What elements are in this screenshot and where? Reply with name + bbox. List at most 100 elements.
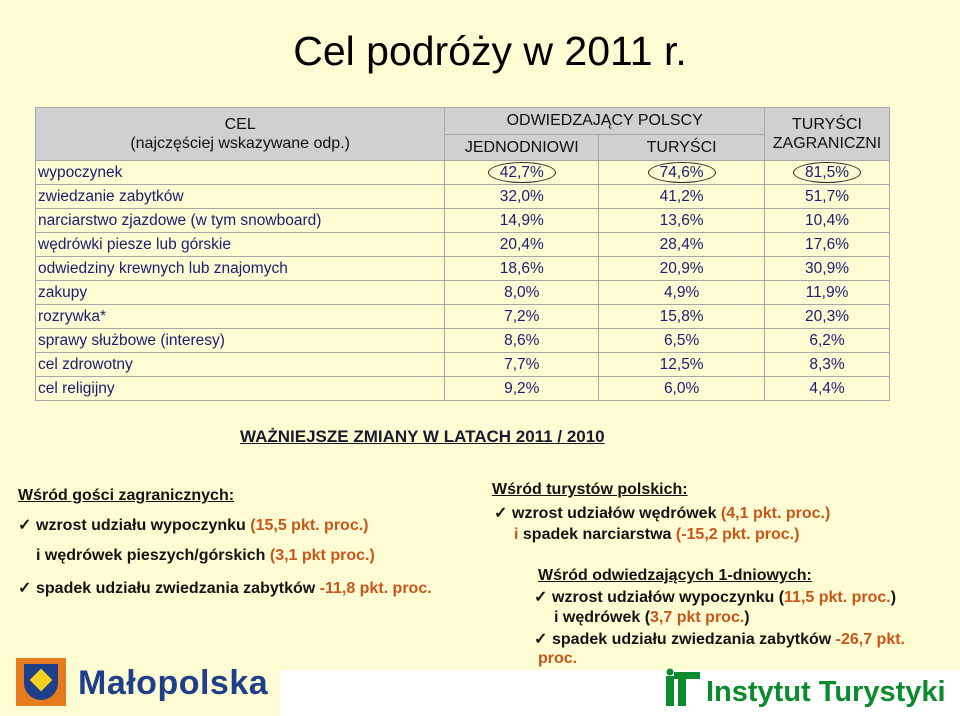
check-icon: ✓ <box>18 580 32 597</box>
malopolska-logo-text: Małopolska <box>78 664 269 702</box>
item-value: 3,7 pkt proc. <box>650 609 745 626</box>
malopolska-emblem-icon <box>16 658 66 706</box>
cell-jednodniowi: 14,9% <box>444 208 600 233</box>
list-item: i wędrówek (3,7 pkt proc.) <box>554 609 750 627</box>
list-item: i wędrówek pieszych/górskich (3,1 pkt pr… <box>36 547 375 565</box>
cell-turysci: 28,4% <box>598 232 766 257</box>
item-text: i wędrówek pieszych/górskich <box>36 547 270 564</box>
instytut-turystyki-logo-text: Instytut Turystyki <box>706 676 946 708</box>
header-jednodniowi: JEDNODNIOWI <box>444 134 600 161</box>
row-label: rozrywka* <box>34 304 446 329</box>
table-row: rozrywka* 7,2% 15,8% 20,3% <box>34 304 890 329</box>
header-turysci: TURYŚCI <box>598 134 766 161</box>
cell-jednodniowi: 42,7% <box>444 160 600 185</box>
item-text: wzrost udziału wypoczynku <box>36 517 251 534</box>
header-zagr-line1: TURYŚCI <box>792 116 862 133</box>
list-item: ✓ wzrost udziałów wypoczynku (11,5 pkt. p… <box>534 587 896 607</box>
highlight-ring: 74,6% <box>647 162 716 183</box>
cell-zagraniczni: 81,5% <box>764 160 890 185</box>
foreign-guests-heading: Wśród gości zagranicznych: <box>18 487 235 504</box>
instytut-turystyki-logo-icon <box>666 668 700 706</box>
item-value: -26,7 pkt. <box>835 631 905 648</box>
item-value: (3,1 pkt proc.) <box>269 547 375 564</box>
check-icon: ✓ <box>494 505 508 522</box>
check-icon: ✓ <box>18 517 32 534</box>
table-row: cel religijny 9,2% 6,0% 4,4% <box>34 376 890 401</box>
cell-turysci: 6,5% <box>598 328 766 353</box>
cell-zagraniczni: 8,3% <box>764 352 890 377</box>
row-label: cel religijny <box>34 376 446 401</box>
header-odwiedzajacy: ODWIEDZAJĄCY POLSCY <box>444 107 766 135</box>
cell-jednodniowi: 8,6% <box>444 328 600 353</box>
table-row: zwiedzanie zabytków 32,0% 41,2% 51,7% <box>34 184 890 209</box>
cell-jednodniowi: 32,0% <box>444 184 600 209</box>
cell-zagraniczni: 51,7% <box>764 184 890 209</box>
list-item: ✓ wzrost udziału wypoczynku (15,5 pkt. pr… <box>18 515 369 535</box>
cell-zagraniczni: 20,3% <box>764 304 890 329</box>
item-value: -11,8 pkt. proc. <box>319 580 432 597</box>
item-value: (15,5 pkt. proc.) <box>250 517 369 534</box>
row-label: wypoczynek <box>34 160 446 185</box>
page-title: Cel podróży w 2011 r. <box>293 28 687 74</box>
header-cel-title: CEL <box>224 116 256 133</box>
table-row: wypoczynek 42,7% 74,6% 81,5% <box>34 160 890 185</box>
header-zagr-line2: ZAGRANICZNI <box>772 135 882 152</box>
travel-purpose-table: CEL (najczęściej wskazywane odp.) ODWIED… <box>34 107 890 401</box>
highlight-ring: 42,7% <box>487 162 556 183</box>
item-text: ) <box>744 609 750 626</box>
row-label: zwiedzanie zabytków <box>34 184 446 209</box>
cell-jednodniowi: 8,0% <box>444 280 600 305</box>
cell-zagraniczni: 30,9% <box>764 256 890 281</box>
list-item: ✓ spadek udziału zwiedzania zabytków -11,… <box>18 578 432 598</box>
table-row: wędrówki piesze lub górskie 20,4% 28,4% … <box>34 232 890 257</box>
cell-jednodniowi: 20,4% <box>444 232 600 257</box>
footer-band <box>280 670 960 716</box>
row-label: odwiedziny krewnych lub znajomych <box>34 256 446 281</box>
cell-turysci: 74,6% <box>598 160 766 185</box>
cell-turysci: 12,5% <box>598 352 766 377</box>
header-turysci-zagraniczni: TURYŚCI ZAGRANICZNI <box>764 107 890 161</box>
item-text: i <box>514 526 519 543</box>
item-text: spadek udziału zwiedzania zabytków <box>552 631 836 648</box>
item-value: 11,5 pkt. proc. <box>784 589 891 606</box>
check-icon: ✓ <box>534 631 548 648</box>
header-cel: CEL (najczęściej wskazywane odp.) <box>34 107 446 161</box>
table-row: sprawy służbowe (interesy) 8,6% 6,5% 6,2… <box>34 328 890 353</box>
changes-heading: WAŻNIEJSZE ZMIANY W LATACH 2011 / 2010 <box>240 427 605 446</box>
cell-jednodniowi: 7,7% <box>444 352 600 377</box>
list-item: i spadek narciarstwa (-15,2 pkt. proc.) <box>514 526 799 544</box>
cell-turysci: 6,0% <box>598 376 766 401</box>
table-row: cel zdrowotny 7,7% 12,5% 8,3% <box>34 352 890 377</box>
cell-turysci: 4,9% <box>598 280 766 305</box>
item-value: (-15,2 pkt. proc.) <box>675 526 800 543</box>
item-text: wzrost udziałów wędrówek <box>512 505 721 522</box>
table-row: odwiedziny krewnych lub znajomych 18,6% … <box>34 256 890 281</box>
row-label: wędrówki piesze lub górskie <box>34 232 446 257</box>
cell-zagraniczni: 10,4% <box>764 208 890 233</box>
row-label: zakupy <box>34 280 446 305</box>
cell-jednodniowi: 18,6% <box>444 256 600 281</box>
header-cel-subtitle: (najczęściej wskazywane odp.) <box>130 135 350 152</box>
row-label: cel zdrowotny <box>34 352 446 377</box>
item-text: spadek udziału zwiedzania zabytków <box>36 580 320 597</box>
cell-zagraniczni: 17,6% <box>764 232 890 257</box>
cell-turysci: 41,2% <box>598 184 766 209</box>
cell-turysci: 15,8% <box>598 304 766 329</box>
table-row: narciarstwo zjazdowe (w tym snowboard) 1… <box>34 208 890 233</box>
cell-jednodniowi: 9,2% <box>444 376 600 401</box>
cell-turysci: 13,6% <box>598 208 766 233</box>
item-text: ) <box>890 589 897 606</box>
item-value: proc. <box>538 650 578 667</box>
check-icon: ✓ <box>534 589 548 606</box>
row-label: narciarstwo zjazdowe (w tym snowboard) <box>34 208 446 233</box>
item-text: i wędrówek ( <box>554 609 651 626</box>
cell-zagraniczni: 6,2% <box>764 328 890 353</box>
cell-turysci: 20,9% <box>598 256 766 281</box>
cell-zagraniczni: 11,9% <box>764 280 890 305</box>
cell-zagraniczni: 4,4% <box>764 376 890 401</box>
cell-jednodniowi: 7,2% <box>444 304 600 329</box>
list-item: proc. <box>538 650 577 668</box>
table-row: zakupy 8,0% 4,9% 11,9% <box>34 280 890 305</box>
list-item: ✓ spadek udziału zwiedzania zabytków -26,… <box>534 629 905 649</box>
row-label: sprawy służbowe (interesy) <box>34 328 446 353</box>
